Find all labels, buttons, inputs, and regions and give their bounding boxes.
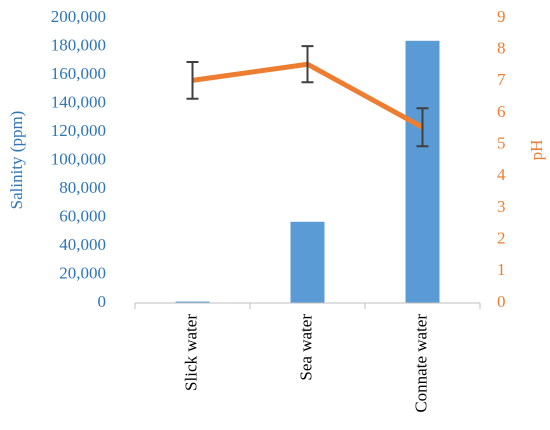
- y-axis-label: Salinity (ppm): [7, 111, 26, 210]
- y2-tick-label: 8: [497, 39, 506, 58]
- y2-tick-label: 4: [497, 165, 506, 184]
- error-bar: [416, 107, 429, 148]
- y-tick-label: 200,000: [51, 7, 106, 26]
- y2-tick-label: 5: [497, 134, 506, 153]
- y-tick-label: 180,000: [51, 35, 106, 54]
- y-tick-label: 100,000: [51, 149, 106, 168]
- y-tick-label: 40,000: [59, 235, 106, 254]
- y-tick-label: 20,000: [59, 263, 106, 282]
- y2-axis-label: pH: [527, 140, 546, 161]
- y2-tick-label: 9: [497, 7, 506, 26]
- y-tick-label: 0: [98, 292, 107, 311]
- bar: [290, 221, 325, 303]
- y2-tick-label: 3: [497, 197, 506, 216]
- y2-tick-label: 0: [497, 292, 506, 311]
- error-bar: [301, 45, 314, 84]
- y-tick-label: 160,000: [51, 64, 106, 83]
- y2-tick-label: 7: [497, 70, 506, 89]
- y2-tick-label: 2: [497, 229, 506, 248]
- y2-tick-label: 1: [497, 260, 506, 279]
- y-tick-label: 140,000: [51, 92, 106, 111]
- bar: [175, 301, 210, 303]
- x-tick-label: Slick water: [181, 314, 200, 391]
- bar: [405, 40, 440, 304]
- y-tick-label: 80,000: [59, 178, 106, 197]
- y2-tick-label: 6: [497, 102, 506, 121]
- error-bar: [186, 61, 199, 100]
- x-tick-label: Connate water: [411, 314, 430, 413]
- y-tick-label: 60,000: [59, 206, 106, 225]
- y-tick-label: 120,000: [51, 121, 106, 140]
- x-tick-label: Sea water: [296, 314, 315, 381]
